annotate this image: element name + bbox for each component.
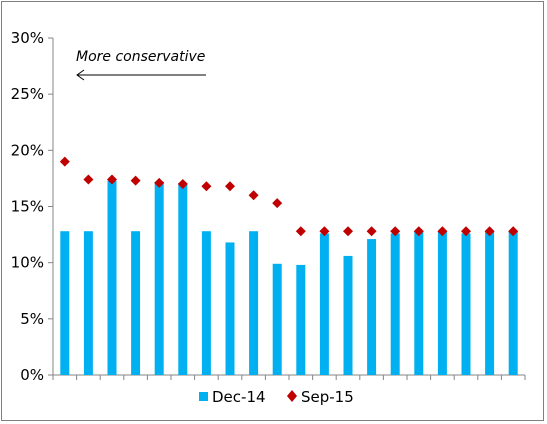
bar-dec-14 xyxy=(60,231,70,375)
bar-dec-14 xyxy=(461,233,471,375)
bar-dec-14 xyxy=(83,231,93,375)
legend-swatch-sep-15 xyxy=(287,390,297,402)
bar-dec-14 xyxy=(272,263,282,375)
y-tick-label: 0% xyxy=(20,366,44,384)
marker-sep-15 xyxy=(319,226,330,237)
marker-sep-15 xyxy=(130,175,141,186)
y-axis-ticks: 0% 5% 10% 15% 20% 25% 30% xyxy=(11,29,53,384)
bar-dec-14 xyxy=(178,182,188,375)
bar-dec-14 xyxy=(249,231,259,375)
y-tick-label: 25% xyxy=(11,85,44,103)
legend-swatch-dec-14 xyxy=(199,392,208,401)
bar-dec-14 xyxy=(414,231,424,375)
y-tick-label: 20% xyxy=(11,141,44,159)
bar-dec-14 xyxy=(367,239,377,375)
annotation-arrow xyxy=(76,69,206,81)
marker-sep-15 xyxy=(343,226,353,237)
marker-sep-15 xyxy=(484,226,495,237)
marker-sep-15 xyxy=(366,226,377,237)
marker-sep-15 xyxy=(295,226,306,237)
bar-dec-14 xyxy=(296,264,306,375)
marker-sep-15 xyxy=(461,226,471,237)
bar-dec-14 xyxy=(319,233,329,375)
marker-sep-15 xyxy=(390,226,401,237)
bar-dec-14 xyxy=(485,231,495,375)
bar-dec-14 xyxy=(508,231,518,375)
bar-dec-14 xyxy=(437,231,447,375)
marker-sep-15 xyxy=(413,226,424,237)
marker-sep-15 xyxy=(437,226,448,237)
bar-dec-14 xyxy=(225,242,235,375)
marker-sep-15 xyxy=(154,177,165,188)
marker-sep-15 xyxy=(272,198,283,209)
sep-15-markers xyxy=(59,156,519,237)
marker-sep-15 xyxy=(225,181,235,192)
y-tick-label: 10% xyxy=(11,254,44,272)
y-tick-label: 30% xyxy=(11,29,44,47)
marker-sep-15 xyxy=(508,226,519,237)
annotation-text: More conservative xyxy=(76,49,205,65)
marker-sep-15 xyxy=(201,181,212,192)
y-tick-label: 5% xyxy=(20,310,44,328)
bar-dec-14 xyxy=(201,231,211,375)
legend: Dec-14 Sep-15 xyxy=(199,388,354,406)
marker-sep-15 xyxy=(83,174,94,185)
marker-sep-15 xyxy=(59,156,70,167)
marker-sep-15 xyxy=(248,190,259,201)
bar-dec-14 xyxy=(343,255,353,375)
legend-label-sep-15: Sep-15 xyxy=(301,388,354,406)
marker-sep-15 xyxy=(177,179,188,190)
y-tick-label: 15% xyxy=(11,198,44,216)
dec-14-bars xyxy=(60,180,518,375)
bar-dec-14 xyxy=(154,181,164,375)
marker-sep-15 xyxy=(107,174,117,185)
legend-label-dec-14: Dec-14 xyxy=(212,388,266,406)
bar-dec-14 xyxy=(390,233,400,375)
bar-dec-14 xyxy=(131,231,141,375)
bar-dec-14 xyxy=(107,180,117,375)
x-axis-ticks xyxy=(52,375,526,380)
